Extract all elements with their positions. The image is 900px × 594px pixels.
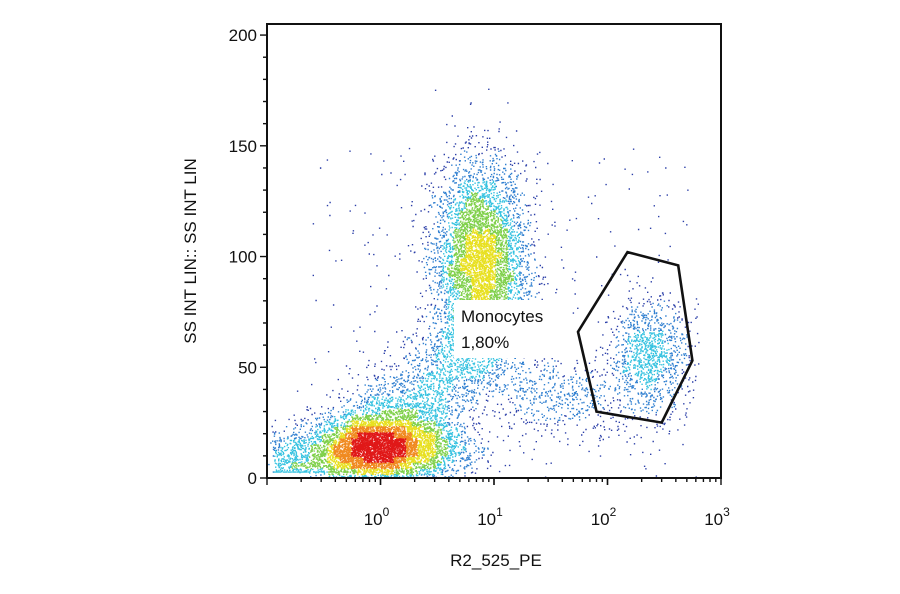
x-tick-label: 102 bbox=[591, 505, 617, 529]
event-dots bbox=[268, 88, 700, 479]
gate-name-label: Monocytes bbox=[461, 307, 543, 326]
x-tick-label: 100 bbox=[364, 505, 390, 529]
y-tick-label: 200 bbox=[229, 26, 257, 45]
gate-percent-label: 1,80% bbox=[461, 333, 509, 352]
x-axis-title: R2_525_PE bbox=[450, 551, 542, 570]
monocytes-gate[interactable] bbox=[576, 250, 694, 425]
x-tick-label: 101 bbox=[477, 505, 503, 529]
y-tick-label: 150 bbox=[229, 137, 257, 156]
event-dots-density-level-6 bbox=[351, 432, 407, 464]
y-axis-title: SS INT LIN:: SS INT LIN bbox=[181, 158, 200, 343]
x-tick-label: 103 bbox=[704, 505, 730, 529]
event-dots-density-level-5 bbox=[333, 426, 419, 470]
y-tick-label: 50 bbox=[238, 358, 257, 377]
x-axis-ticks: 100 101 102 103 bbox=[266, 478, 730, 529]
y-tick-label: 0 bbox=[248, 469, 257, 488]
y-tick-label: 100 bbox=[229, 248, 257, 267]
y-axis-ticks: 0 50 100 150 200 bbox=[229, 26, 267, 488]
gate-label-background bbox=[454, 300, 568, 358]
